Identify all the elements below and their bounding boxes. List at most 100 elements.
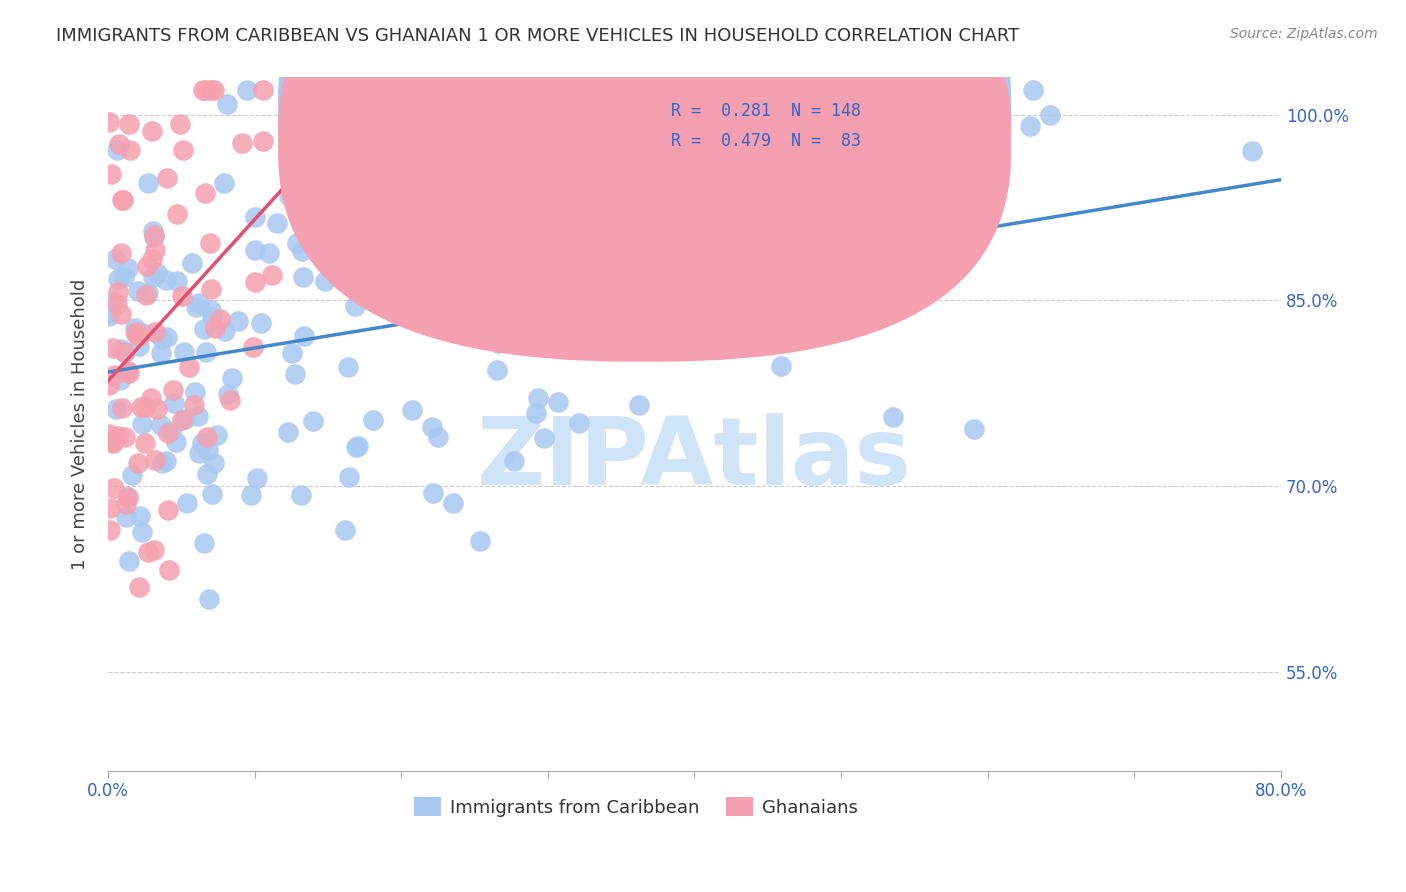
Point	[290, 488, 312, 502]
Point	[250, 316, 273, 330]
Point	[131, 326, 153, 340]
Point	[134, 436, 156, 450]
Point	[304, 83, 326, 97]
Point	[311, 83, 333, 97]
Point	[191, 436, 214, 450]
Point	[166, 275, 188, 289]
Point	[105, 297, 128, 311]
Point	[214, 324, 236, 338]
Legend: Immigrants from Caribbean, Ghanaians: Immigrants from Caribbean, Ghanaians	[406, 790, 865, 824]
Point	[243, 244, 266, 258]
Point	[194, 186, 217, 201]
Text: ZIPAtlas: ZIPAtlas	[477, 413, 912, 505]
Point	[281, 346, 304, 360]
Point	[305, 198, 328, 212]
Point	[173, 412, 195, 426]
Point	[292, 269, 315, 284]
Point	[188, 446, 211, 460]
Point	[156, 330, 179, 344]
Point	[524, 406, 547, 420]
Point	[485, 249, 508, 263]
Point	[156, 502, 179, 516]
Point	[882, 409, 904, 424]
Point	[176, 496, 198, 510]
Point	[195, 344, 218, 359]
Point	[198, 591, 221, 606]
Point	[526, 391, 548, 405]
Point	[170, 289, 193, 303]
Point	[114, 430, 136, 444]
Point	[987, 176, 1010, 190]
Point	[401, 402, 423, 417]
Point	[142, 224, 165, 238]
Point	[103, 481, 125, 495]
Point	[314, 273, 336, 287]
Point	[346, 439, 368, 453]
Point	[201, 310, 224, 325]
Point	[333, 523, 356, 537]
Point	[173, 345, 195, 359]
Point	[245, 210, 267, 224]
Point	[103, 368, 125, 382]
Point	[105, 143, 128, 157]
Point	[208, 311, 231, 326]
Point	[111, 193, 134, 207]
Point	[117, 261, 139, 276]
Point	[117, 490, 139, 504]
Point	[136, 545, 159, 559]
Point	[197, 443, 219, 458]
Point	[422, 485, 444, 500]
Point	[200, 282, 222, 296]
Point	[568, 416, 591, 430]
Point	[165, 434, 187, 449]
Point	[891, 216, 914, 230]
Point	[187, 409, 209, 423]
Point	[150, 456, 173, 470]
Point	[277, 83, 299, 97]
Point	[1039, 108, 1062, 122]
Point	[1018, 119, 1040, 133]
Y-axis label: 1 or more Vehicles in Household: 1 or more Vehicles in Household	[72, 278, 89, 570]
Point	[239, 488, 262, 502]
Point	[343, 300, 366, 314]
Point	[107, 285, 129, 299]
Point	[284, 367, 307, 381]
Point	[111, 193, 134, 207]
Point	[287, 183, 309, 197]
Point	[146, 266, 169, 280]
Point	[149, 346, 172, 360]
Text: R =  0.281  N = 148: R = 0.281 N = 148	[671, 102, 860, 120]
Point	[205, 427, 228, 442]
Point	[162, 383, 184, 397]
Point	[214, 177, 236, 191]
Point	[125, 326, 148, 341]
Point	[243, 275, 266, 289]
Point	[134, 401, 156, 415]
Point	[180, 255, 202, 269]
FancyBboxPatch shape	[606, 85, 924, 168]
Point	[121, 468, 143, 483]
Point	[157, 563, 180, 577]
Point	[98, 115, 121, 129]
Point	[543, 310, 565, 325]
Point	[136, 176, 159, 190]
Point	[128, 580, 150, 594]
FancyBboxPatch shape	[278, 0, 1011, 330]
Point	[108, 373, 131, 387]
Point	[98, 427, 121, 442]
Point	[107, 272, 129, 286]
Point	[156, 171, 179, 186]
Point	[441, 274, 464, 288]
Point	[1021, 83, 1043, 97]
Point	[155, 454, 177, 468]
Point	[193, 536, 215, 550]
Point	[141, 124, 163, 138]
Point	[301, 414, 323, 428]
Point	[444, 320, 467, 334]
Point	[177, 360, 200, 375]
Point	[114, 345, 136, 359]
Point	[131, 417, 153, 432]
Point	[187, 296, 209, 310]
Text: IMMIGRANTS FROM CARIBBEAN VS GHANAIAN 1 OR MORE VEHICLES IN HOUSEHOLD CORRELATIO: IMMIGRANTS FROM CARIBBEAN VS GHANAIAN 1 …	[56, 27, 1019, 45]
Point	[115, 497, 138, 511]
